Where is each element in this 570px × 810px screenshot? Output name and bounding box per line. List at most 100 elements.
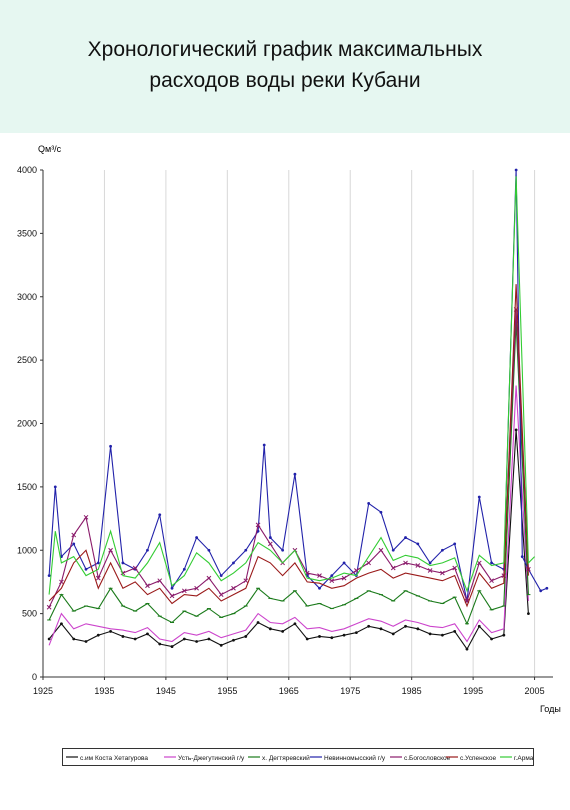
x-tick-label: 1935 bbox=[94, 686, 114, 696]
data-point bbox=[490, 637, 493, 641]
data-point bbox=[318, 586, 321, 590]
chart-axes: 0 500 1000 1500 2000 2500 3000 3500 4000 1925 1935… bbox=[17, 165, 553, 696]
data-point bbox=[440, 548, 444, 552]
data-point bbox=[195, 640, 199, 643]
data-point bbox=[109, 629, 112, 633]
data-point bbox=[132, 565, 138, 571]
data-point bbox=[477, 495, 481, 499]
legend-label: с.им Коста Хетагурова bbox=[80, 755, 148, 762]
data-point bbox=[169, 593, 175, 599]
series-line bbox=[48, 284, 529, 608]
data-point bbox=[476, 560, 482, 566]
data-point bbox=[255, 522, 261, 528]
data-point bbox=[416, 542, 420, 546]
slide-title: Хронологический график максимальных расх… bbox=[0, 34, 570, 96]
data-point bbox=[281, 629, 285, 633]
data-point bbox=[520, 555, 524, 558]
data-point bbox=[84, 640, 88, 643]
y-tick-label: 3000 bbox=[17, 292, 37, 302]
data-point bbox=[121, 561, 125, 565]
data-point bbox=[404, 536, 407, 539]
data-point bbox=[232, 561, 235, 565]
data-point bbox=[317, 573, 322, 578]
data-point bbox=[146, 548, 149, 552]
data-point bbox=[170, 586, 174, 590]
data-point bbox=[489, 578, 494, 584]
series-line bbox=[48, 176, 535, 595]
data-point bbox=[465, 647, 469, 651]
data-point bbox=[453, 542, 457, 546]
data-point bbox=[539, 589, 543, 593]
data-point bbox=[527, 612, 530, 616]
data-point bbox=[440, 633, 444, 637]
data-point bbox=[53, 485, 57, 489]
x-tick-label: 1995 bbox=[463, 686, 483, 696]
data-point bbox=[243, 578, 249, 584]
data-point bbox=[514, 168, 518, 172]
data-point bbox=[194, 585, 199, 591]
data-point bbox=[267, 541, 273, 547]
data-point bbox=[59, 579, 64, 585]
data-point bbox=[342, 633, 346, 637]
data-point bbox=[60, 622, 63, 626]
data-point bbox=[231, 585, 236, 591]
data-point bbox=[109, 444, 112, 448]
data-point bbox=[158, 642, 162, 646]
series-line bbox=[48, 429, 529, 651]
data-point bbox=[330, 574, 334, 577]
data-point bbox=[46, 604, 52, 610]
slide-header bbox=[0, 0, 570, 133]
data-point bbox=[256, 621, 260, 624]
data-point bbox=[244, 635, 248, 638]
data-point bbox=[95, 575, 101, 581]
data-point bbox=[293, 472, 297, 476]
data-point bbox=[84, 567, 88, 571]
data-point bbox=[158, 513, 162, 517]
data-point bbox=[219, 643, 223, 647]
data-point bbox=[305, 637, 309, 641]
y-tick-label: 0 bbox=[32, 672, 37, 682]
chart-series bbox=[46, 168, 549, 651]
data-point bbox=[218, 592, 224, 597]
legend-label: г.Армавир bbox=[514, 755, 533, 762]
data-point bbox=[440, 570, 445, 576]
data-point bbox=[391, 632, 395, 636]
data-point bbox=[366, 560, 372, 566]
data-point bbox=[427, 568, 433, 573]
data-point bbox=[195, 536, 199, 539]
y-axis-label: Qм³/с bbox=[38, 144, 62, 154]
data-point bbox=[367, 501, 371, 505]
legend-label: с.Успенское bbox=[460, 755, 497, 762]
data-point bbox=[416, 627, 420, 631]
data-point bbox=[477, 624, 481, 628]
data-point bbox=[453, 629, 457, 633]
data-point bbox=[170, 645, 174, 648]
x-tick-label: 1985 bbox=[402, 686, 422, 696]
data-point bbox=[181, 588, 187, 594]
data-point bbox=[72, 637, 76, 641]
data-point bbox=[379, 627, 383, 631]
data-point bbox=[428, 561, 432, 565]
data-point bbox=[342, 561, 346, 565]
y-tick-label: 4000 bbox=[17, 165, 37, 175]
data-point bbox=[96, 561, 100, 565]
data-point bbox=[403, 560, 408, 566]
data-point bbox=[545, 586, 549, 590]
data-point bbox=[281, 548, 285, 552]
data-point bbox=[262, 443, 266, 447]
data-point bbox=[428, 632, 432, 636]
legend-label: Усть-Джегутинский г/у bbox=[178, 754, 245, 762]
data-point bbox=[182, 637, 186, 641]
data-point bbox=[207, 548, 211, 552]
data-point bbox=[71, 532, 77, 538]
y-tick-label: 1000 bbox=[17, 545, 37, 555]
x-tick-label: 2005 bbox=[525, 686, 545, 696]
data-point bbox=[329, 578, 335, 584]
data-point bbox=[121, 635, 125, 638]
data-point bbox=[354, 631, 358, 635]
data-point bbox=[293, 622, 297, 626]
data-point bbox=[502, 633, 506, 637]
chart-grid bbox=[42, 170, 536, 677]
data-point bbox=[390, 565, 396, 571]
